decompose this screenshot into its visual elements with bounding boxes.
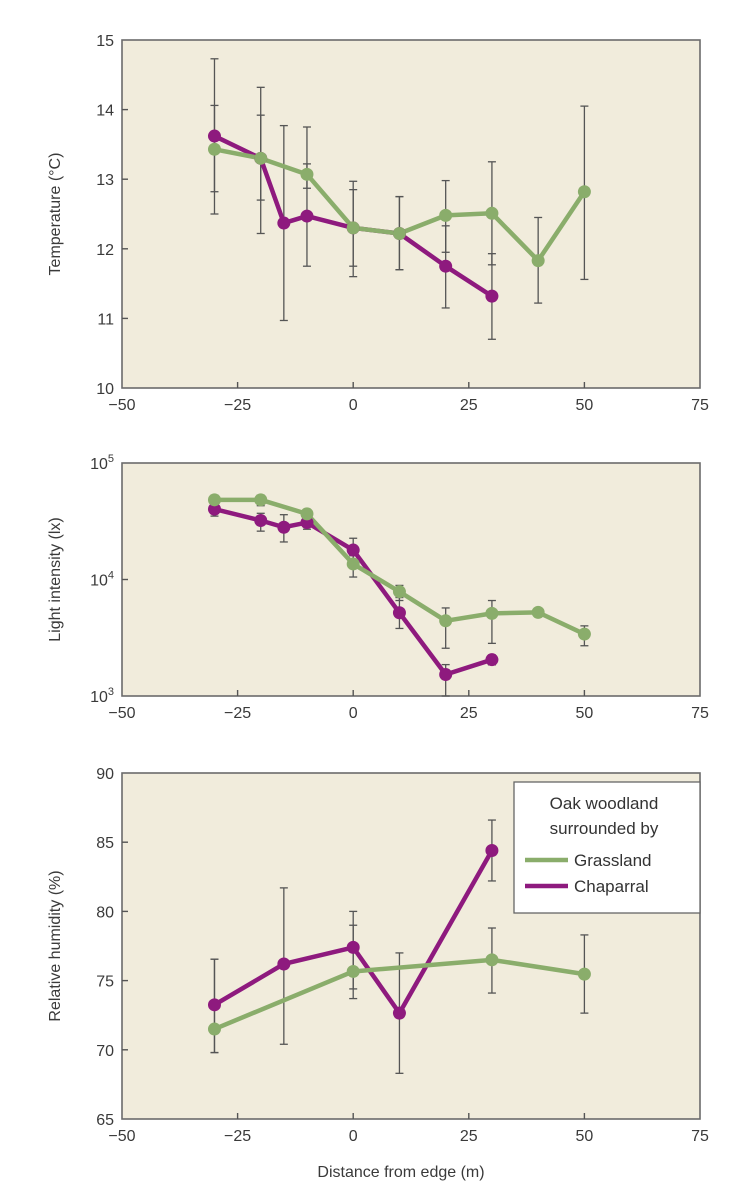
chaparral-point xyxy=(207,129,221,143)
grassland-point xyxy=(300,167,314,181)
x-tick-label: 75 xyxy=(691,397,709,414)
y-tick-label: 70 xyxy=(96,1043,114,1060)
x-tick-label: 25 xyxy=(460,705,478,722)
grassland-point xyxy=(207,142,221,156)
y-axis-label: Relative humidity (%) xyxy=(47,870,64,1021)
grassland-point xyxy=(254,151,268,165)
x-tick-label: 50 xyxy=(576,705,594,722)
x-tick-label: 25 xyxy=(460,397,478,414)
chaparral-point xyxy=(300,209,314,223)
grassland-point xyxy=(485,606,499,620)
grassland-point xyxy=(577,627,591,641)
grassland-point xyxy=(207,493,221,507)
grassland-point xyxy=(531,254,545,268)
tick-base: 10 xyxy=(90,573,108,590)
x-tick-label: −50 xyxy=(108,705,135,722)
chaparral-point xyxy=(485,653,499,667)
x-tick-label: −25 xyxy=(224,397,251,414)
chaparral-point xyxy=(392,1006,406,1020)
y-tick-label: 75 xyxy=(96,974,114,991)
grassland-line xyxy=(213,957,585,1032)
x-tick-label: −25 xyxy=(224,705,251,722)
chaparral-error-bar xyxy=(302,126,311,267)
chaparral-point xyxy=(392,606,406,620)
x-tick-label: 75 xyxy=(691,705,709,722)
chaparral-point xyxy=(277,216,291,230)
legend-label-grassland: Grassland xyxy=(574,851,651,870)
chaparral-line xyxy=(213,134,494,299)
chaparral-point xyxy=(346,543,360,557)
grassland-point xyxy=(346,557,360,571)
x-axis-label: Distance from edge (m) xyxy=(317,1164,484,1181)
chaparral-point xyxy=(346,940,360,954)
x-tick-label: 50 xyxy=(576,397,594,414)
chaparral-point xyxy=(207,502,221,516)
y-axis-label: Light intensity (lx) xyxy=(47,517,64,642)
legend-title: Oak woodland xyxy=(550,794,659,813)
y-tick-label: 13 xyxy=(96,172,114,189)
legend-box xyxy=(513,781,701,914)
grassland-point xyxy=(485,206,499,220)
grassland-point xyxy=(439,614,453,628)
x-tick-label: 0 xyxy=(349,705,358,722)
y-axis-label: Temperature (°C) xyxy=(47,153,64,276)
x-tick-label: 0 xyxy=(349,1128,358,1145)
grassland-point xyxy=(346,221,360,235)
tick-exponent: 4 xyxy=(108,570,114,582)
grassland-point xyxy=(346,964,360,978)
x-tick-label: 75 xyxy=(691,1128,709,1145)
x-tick-label: 0 xyxy=(349,397,358,414)
y-tick-label: 14 xyxy=(96,103,114,120)
x-tick-label: −25 xyxy=(224,1128,251,1145)
tick-base: 10 xyxy=(90,689,108,706)
legend-label-chaparral: Chaparral xyxy=(574,877,649,896)
y-tick-label: 104 xyxy=(90,570,114,590)
grassland-point xyxy=(531,605,545,619)
grassland-point xyxy=(577,185,591,199)
grassland-point xyxy=(392,585,406,599)
y-tick-label: 65 xyxy=(96,1112,114,1129)
y-tick-label: 80 xyxy=(96,904,114,921)
grassland-point xyxy=(392,226,406,240)
chaparral-point xyxy=(277,957,291,971)
y-tick-label: 85 xyxy=(96,835,114,852)
y-tick-label: 105 xyxy=(90,453,114,473)
chaparral-point xyxy=(254,513,268,527)
y-tick-label: 103 xyxy=(90,686,114,706)
chaparral-point xyxy=(439,667,453,681)
tick-base: 10 xyxy=(90,456,108,473)
panel-3: −50 −25 0 25 50 75 65 70 75 80 85 90 Relative humidi… xyxy=(47,766,709,1181)
panel-1: −50 −25 0 25 50 75 10 11 12 13 14 15 Temperature (°C… xyxy=(47,33,709,414)
y-tick-label: 15 xyxy=(96,33,114,50)
y-tick-label: 12 xyxy=(96,242,114,259)
grassland-point xyxy=(254,493,268,507)
y-tick-label: 11 xyxy=(97,311,114,328)
grassland-point xyxy=(577,967,591,981)
grassland-point xyxy=(439,208,453,222)
x-tick-label: −50 xyxy=(108,1128,135,1145)
chaparral-point xyxy=(485,844,499,858)
grassland-point xyxy=(207,1022,221,1036)
y-tick-label: 10 xyxy=(96,381,114,398)
x-tick-label: −50 xyxy=(108,397,135,414)
chaparral-point xyxy=(439,259,453,273)
plot-area xyxy=(121,39,701,389)
legend-title: surrounded by xyxy=(550,819,659,838)
x-tick-label: 25 xyxy=(460,1128,478,1145)
x-tick-label: 50 xyxy=(576,1128,594,1145)
tick-exponent: 3 xyxy=(108,686,114,698)
legend: Oak woodland surrounded by Grassland Chapar… xyxy=(513,781,701,914)
chaparral-error-bar xyxy=(349,910,358,1000)
tick-exponent: 5 xyxy=(108,453,114,465)
grassland-point xyxy=(485,953,499,967)
chaparral-point xyxy=(207,998,221,1012)
grassland-point xyxy=(300,507,314,521)
chaparral-point xyxy=(277,520,291,534)
chaparral-point xyxy=(485,289,499,303)
y-tick-label: 90 xyxy=(96,766,114,783)
